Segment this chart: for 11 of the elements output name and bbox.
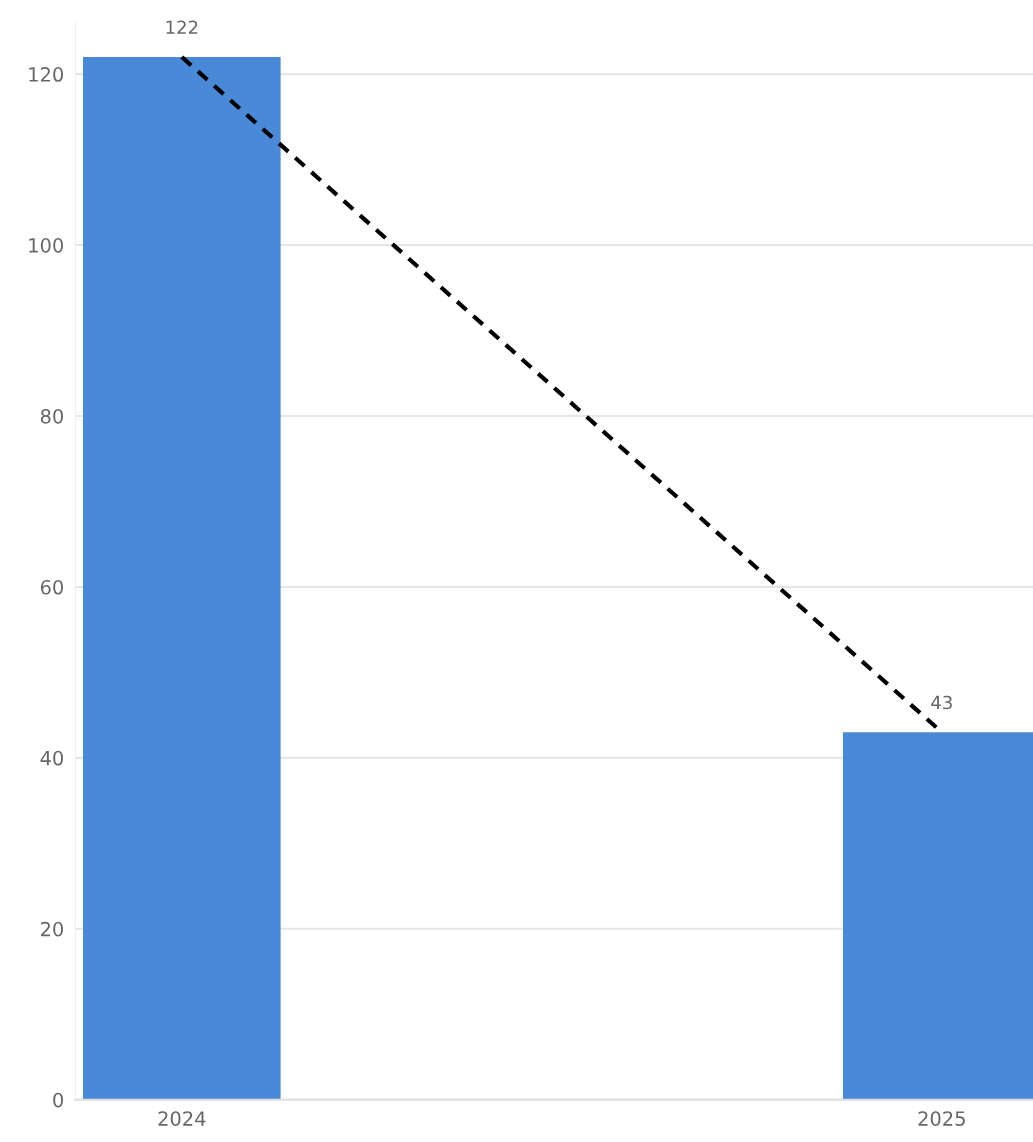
- y-tick-label: 0: [53, 1092, 64, 1108]
- x-tick-label: 2025: [918, 1111, 965, 1126]
- y-tick-label: 40: [40, 750, 64, 766]
- x-tick-label: 2024: [158, 1111, 206, 1126]
- y-tick-label: 60: [40, 579, 64, 595]
- data-label: 122: [166, 20, 198, 34]
- y-tick-label: 100: [29, 238, 64, 253]
- data-label: 43: [931, 695, 952, 710]
- y-tick-label: 80: [40, 408, 64, 424]
- y-tick-label: 120: [29, 67, 64, 82]
- y-tick-label: 20: [40, 921, 64, 937]
